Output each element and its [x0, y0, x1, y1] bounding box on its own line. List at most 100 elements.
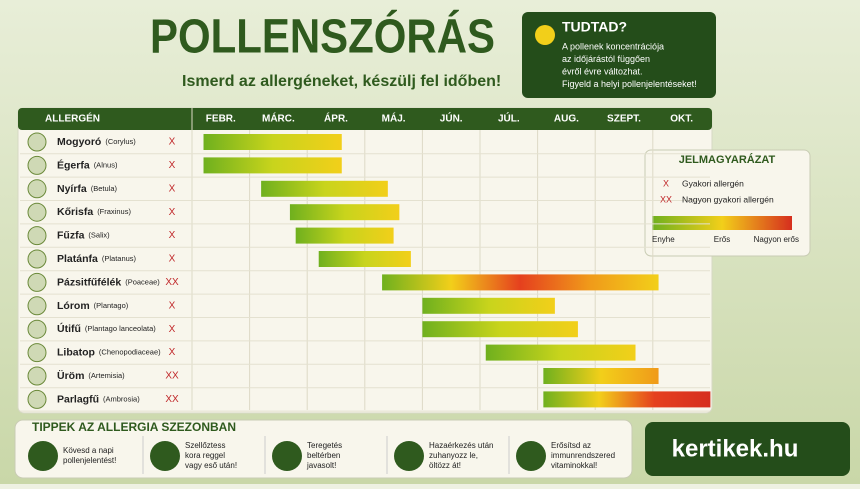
plant-icon [27, 202, 47, 222]
row-name: Kőrisfa (Fraxinus) [57, 206, 131, 218]
tip-text: vagy eső után! [185, 461, 237, 470]
row-name-main: Égerfa [57, 158, 90, 171]
row-mark: X [169, 347, 176, 358]
plant-icon [27, 249, 47, 269]
row-name: Fűzfa (Salix) [57, 229, 110, 241]
info-box [522, 12, 716, 98]
legend-scale-label: Enyhe [652, 235, 675, 244]
row-latin: (Artemisia) [88, 371, 125, 380]
plant-icon [27, 226, 47, 246]
info-line: Figyeld a helyi pollenjelentéseket! [562, 79, 697, 89]
plant-icon [27, 179, 47, 199]
pollen-bar [289, 204, 400, 221]
row-name: Pázsitfűfélék (Poaceae) [57, 276, 160, 288]
row-latin: (Fraxinus) [97, 207, 131, 216]
tip-text: javasolt! [306, 461, 336, 470]
legend-scale-label: Nagyon erős [754, 235, 799, 244]
pollen-bar [485, 344, 636, 361]
row-mark: XX [165, 394, 179, 405]
row-latin: (Alnus) [94, 160, 118, 169]
row-name: Platánfa (Platanus) [57, 253, 137, 265]
table-header-label: ALLERGÉN [45, 112, 100, 125]
row-mark: XX [165, 371, 179, 382]
brand: kertikek.hu [672, 435, 799, 462]
tip-text: Hazaérkezés után [429, 441, 493, 450]
row-latin: (Ambrosia) [103, 394, 140, 403]
pollen-bar [295, 227, 394, 244]
title: POLLENSZÓRÁS [150, 9, 495, 64]
row-name-main: Lórom [57, 300, 90, 312]
row-mark: X [169, 254, 176, 265]
month-label: ÁPR. [324, 112, 348, 125]
row-name: Mogyoró (Corylus) [57, 136, 136, 148]
pollen-bar [422, 297, 555, 314]
month-label: MÁJ. [382, 112, 406, 125]
legend-mark: X [663, 178, 669, 188]
row-latin: (Chenopodiaceae) [99, 348, 161, 357]
row-latin: (Corylus) [105, 137, 136, 146]
row-name-main: Nyírfa [57, 183, 87, 195]
row-mark: X [169, 160, 176, 171]
info-line: évről évre változhat. [562, 66, 643, 76]
plant-icon [27, 155, 47, 175]
tip-text: pollenjelentést! [63, 456, 116, 465]
plant-icon [27, 319, 47, 339]
tip-icon [516, 441, 546, 471]
subtitle: Ismerd az allergéneket, készülj fel időb… [182, 73, 501, 90]
info-line: A pollenek koncentrációja [562, 41, 664, 51]
row-latin: (Poaceae) [125, 277, 160, 286]
tip-text: zuhanyozz le, [429, 451, 478, 460]
plant-icon [27, 272, 47, 292]
row-name: Nyírfa (Betula) [57, 183, 118, 195]
tip-icon [394, 441, 424, 471]
tip-text: Kövesd a napi [63, 446, 114, 455]
row-name: Libatop (Chenopodiaceae) [57, 346, 161, 358]
plant-icon [27, 296, 47, 316]
pollen-bar [203, 157, 342, 174]
pollen-bar [318, 251, 411, 267]
row-name-main: Libatop [57, 346, 95, 358]
tip-text: vitaminokkal! [551, 461, 597, 470]
info-line: az időjárástól függően [562, 54, 650, 64]
row-mark: X [169, 137, 176, 148]
row-name: Üröm (Artemisia) [57, 369, 125, 382]
legend-mark: XX [660, 194, 672, 204]
legend-scale-label: Erős [714, 235, 730, 244]
legend-text: Gyakori allergén [682, 178, 744, 188]
row-mark: X [169, 300, 176, 311]
tip-text: Erősítsd az [551, 441, 591, 450]
plant-icon [27, 366, 47, 386]
brand-box [645, 422, 850, 476]
month-label: JÚN. [440, 112, 463, 125]
tips-title: TIPPEK AZ ALLERGIA SZEZONBAN [32, 420, 236, 434]
row-name-main: Fűzfa [57, 229, 85, 241]
row-latin: (Plantago) [94, 301, 129, 310]
row-name: Útifű (Plantago lanceolata) [57, 322, 156, 335]
pollen-bar [203, 134, 342, 150]
legend-text: Nagyon gyakori allergén [682, 194, 774, 204]
row-mark: X [169, 207, 176, 218]
plant-icon [27, 389, 47, 409]
legend-scale [652, 216, 792, 230]
row-name-main: Üröm [57, 369, 84, 382]
tip-icon [150, 441, 180, 471]
tip-text: Teregetés [307, 441, 342, 450]
plant-icon [27, 343, 47, 363]
month-label: SZEPT. [607, 114, 641, 125]
row-latin: (Betula) [91, 184, 118, 193]
row-name-main: Mogyoró [57, 136, 101, 148]
info-title: TUDTAD? [562, 19, 627, 35]
row-name-main: Platánfa [57, 253, 98, 265]
tip-text: beltérben [307, 451, 340, 460]
pollen-bar [543, 368, 659, 384]
pollen-bar [422, 321, 578, 338]
tip-text: öltözz át! [429, 461, 461, 470]
month-label: AUG. [554, 114, 579, 125]
tip-icon [28, 441, 58, 471]
pollen-bar [543, 391, 711, 408]
row-name-main: Pázsitfűfélék [57, 276, 121, 288]
tip-text: immunrendszered [551, 451, 615, 460]
row-latin: (Plantago lanceolata) [85, 324, 156, 333]
month-label: FEBR. [206, 114, 236, 125]
